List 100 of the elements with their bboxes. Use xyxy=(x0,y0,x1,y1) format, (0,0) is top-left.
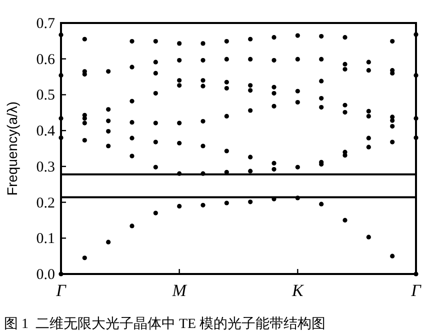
point xyxy=(342,153,348,158)
point xyxy=(366,60,371,64)
point xyxy=(366,108,371,114)
point xyxy=(82,256,87,260)
point xyxy=(272,84,276,90)
point xyxy=(295,196,300,200)
point xyxy=(390,38,395,44)
point xyxy=(130,98,134,104)
point xyxy=(390,118,395,123)
point xyxy=(319,34,324,39)
point xyxy=(106,69,111,74)
point xyxy=(130,38,134,44)
point xyxy=(82,138,87,143)
y-axis-title: Frequency(a/λ) xyxy=(4,101,20,196)
point xyxy=(200,78,206,83)
point xyxy=(177,41,182,46)
point xyxy=(106,144,111,148)
point xyxy=(248,83,253,88)
point xyxy=(390,140,395,144)
point xyxy=(390,254,395,258)
y-tick-label: 0.6 xyxy=(36,52,56,68)
point xyxy=(130,64,134,70)
point xyxy=(366,68,371,73)
point xyxy=(295,164,300,170)
point xyxy=(342,102,348,108)
point xyxy=(272,166,276,172)
point xyxy=(224,200,229,206)
point xyxy=(224,80,229,84)
x-tick-label: Γ xyxy=(410,281,422,300)
y-tick-label: 0.0 xyxy=(36,267,55,283)
point xyxy=(153,38,158,44)
point xyxy=(319,104,324,110)
y-tick-label: 0.3 xyxy=(36,159,55,176)
point xyxy=(82,116,87,121)
point xyxy=(177,171,182,176)
x-tick-label: M xyxy=(171,281,188,300)
point xyxy=(319,96,324,101)
point xyxy=(295,56,300,62)
point xyxy=(366,136,371,140)
point xyxy=(342,62,348,67)
point xyxy=(130,154,134,158)
point xyxy=(342,66,348,72)
point xyxy=(153,90,158,96)
point xyxy=(177,78,182,83)
point xyxy=(224,38,229,44)
point xyxy=(224,86,229,91)
caption: 图 1 二维无限大光子晶体中 TE 模的光子能带结构图 xyxy=(4,316,326,332)
y-tick-label: 0.2 xyxy=(36,195,55,212)
point xyxy=(272,104,276,108)
point xyxy=(224,56,229,62)
point xyxy=(200,202,206,208)
point xyxy=(106,128,111,134)
point xyxy=(390,124,395,129)
point xyxy=(295,33,300,38)
point xyxy=(153,70,158,76)
y-tick-label: 0.5 xyxy=(36,88,55,104)
y-tick-label: 0.4 xyxy=(36,124,56,140)
point xyxy=(177,58,182,63)
point xyxy=(153,164,158,170)
point xyxy=(130,136,134,140)
point xyxy=(248,168,253,174)
point xyxy=(106,107,111,112)
point xyxy=(153,60,158,64)
point xyxy=(82,36,87,42)
point xyxy=(200,58,206,63)
point xyxy=(319,56,324,62)
point xyxy=(153,120,158,126)
point xyxy=(366,234,371,240)
point xyxy=(272,160,276,166)
point xyxy=(153,140,158,144)
point xyxy=(248,88,253,93)
x-tick-label: K xyxy=(290,281,305,300)
point xyxy=(130,120,134,125)
point xyxy=(177,83,182,88)
point xyxy=(272,90,276,96)
point xyxy=(177,204,182,209)
point xyxy=(106,240,111,244)
point xyxy=(177,120,182,126)
point xyxy=(295,88,300,94)
point xyxy=(366,114,371,119)
point xyxy=(130,224,134,228)
point xyxy=(224,148,229,154)
point xyxy=(248,154,253,160)
point xyxy=(106,118,111,124)
point xyxy=(248,36,253,42)
point xyxy=(248,108,253,113)
point xyxy=(342,35,348,40)
point xyxy=(200,41,206,46)
point xyxy=(342,110,348,115)
y-tick-label: 0.7 xyxy=(36,16,56,32)
point xyxy=(272,35,276,40)
point xyxy=(153,210,158,216)
point xyxy=(200,118,206,124)
point xyxy=(200,171,206,176)
point xyxy=(200,84,206,88)
point xyxy=(342,218,348,223)
point xyxy=(248,56,253,62)
y-tick-label: 0.1 xyxy=(36,231,55,248)
point xyxy=(248,200,253,204)
point xyxy=(224,114,229,119)
